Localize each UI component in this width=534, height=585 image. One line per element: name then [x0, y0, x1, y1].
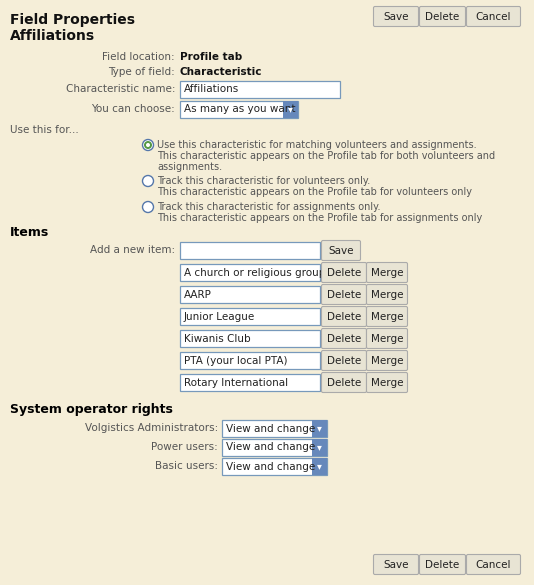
FancyBboxPatch shape — [180, 286, 320, 303]
FancyBboxPatch shape — [180, 308, 320, 325]
FancyBboxPatch shape — [366, 350, 407, 370]
FancyBboxPatch shape — [180, 352, 320, 369]
Text: Cancel: Cancel — [476, 559, 511, 570]
Text: Save: Save — [383, 559, 409, 570]
FancyBboxPatch shape — [283, 101, 298, 118]
Text: Save: Save — [328, 246, 354, 256]
Text: Delete: Delete — [327, 311, 361, 322]
FancyBboxPatch shape — [420, 6, 466, 26]
Text: Delete: Delete — [327, 267, 361, 277]
FancyBboxPatch shape — [366, 284, 407, 305]
Text: Merge: Merge — [371, 311, 403, 322]
Text: Rotary International: Rotary International — [184, 377, 288, 387]
FancyBboxPatch shape — [366, 373, 407, 393]
Text: Affiliations: Affiliations — [10, 29, 95, 43]
FancyBboxPatch shape — [321, 284, 366, 305]
Text: Delete: Delete — [327, 290, 361, 300]
Circle shape — [143, 176, 153, 187]
FancyBboxPatch shape — [321, 373, 366, 393]
Text: You can choose:: You can choose: — [91, 104, 175, 114]
FancyBboxPatch shape — [180, 81, 340, 98]
Text: Field Properties: Field Properties — [10, 13, 135, 27]
Text: Junior League: Junior League — [184, 311, 255, 322]
Text: Affiliations: Affiliations — [184, 84, 239, 95]
Text: Delete: Delete — [426, 12, 460, 22]
Text: Merge: Merge — [371, 377, 403, 387]
FancyBboxPatch shape — [467, 555, 521, 574]
FancyBboxPatch shape — [222, 458, 327, 475]
Text: ▾: ▾ — [317, 442, 322, 453]
Text: Delete: Delete — [327, 333, 361, 343]
FancyBboxPatch shape — [366, 329, 407, 349]
Text: Use this for...: Use this for... — [10, 125, 78, 135]
Text: Delete: Delete — [426, 559, 460, 570]
FancyBboxPatch shape — [222, 420, 327, 437]
Text: Merge: Merge — [371, 267, 403, 277]
FancyBboxPatch shape — [180, 264, 320, 281]
Text: Add a new item:: Add a new item: — [90, 245, 175, 255]
FancyBboxPatch shape — [321, 240, 360, 260]
FancyBboxPatch shape — [366, 307, 407, 326]
Text: Profile tab: Profile tab — [180, 52, 242, 62]
FancyBboxPatch shape — [180, 374, 320, 391]
Text: Items: Items — [10, 225, 49, 239]
Text: System operator rights: System operator rights — [10, 404, 173, 417]
Circle shape — [143, 201, 153, 212]
Text: View and change: View and change — [226, 442, 315, 453]
Text: ▾: ▾ — [317, 462, 322, 472]
FancyBboxPatch shape — [420, 555, 466, 574]
Text: ▾: ▾ — [317, 424, 322, 433]
FancyBboxPatch shape — [180, 101, 298, 118]
Text: Merge: Merge — [371, 356, 403, 366]
Text: Use this characteristic for matching volunteers and assignments.: Use this characteristic for matching vol… — [157, 140, 477, 150]
Text: Delete: Delete — [327, 356, 361, 366]
FancyBboxPatch shape — [373, 6, 419, 26]
Text: Power users:: Power users: — [151, 442, 218, 452]
FancyBboxPatch shape — [321, 329, 366, 349]
FancyBboxPatch shape — [180, 330, 320, 347]
Text: Delete: Delete — [327, 377, 361, 387]
Text: Field location:: Field location: — [103, 52, 175, 62]
Circle shape — [143, 139, 153, 150]
Text: View and change: View and change — [226, 462, 315, 472]
FancyBboxPatch shape — [180, 242, 320, 259]
Text: A church or religious group: A church or religious group — [184, 267, 325, 277]
Text: assignments.: assignments. — [157, 162, 222, 172]
Text: Volgistics Administrators:: Volgistics Administrators: — [85, 423, 218, 433]
Text: Kiwanis Club: Kiwanis Club — [184, 333, 250, 343]
FancyBboxPatch shape — [366, 263, 407, 283]
FancyBboxPatch shape — [467, 6, 521, 26]
FancyBboxPatch shape — [222, 439, 327, 456]
Text: This characteristic appears on the Profile tab for both volunteers and: This characteristic appears on the Profi… — [157, 151, 495, 161]
Text: Cancel: Cancel — [476, 12, 511, 22]
Text: Type of field:: Type of field: — [108, 67, 175, 77]
FancyBboxPatch shape — [312, 420, 327, 437]
Text: This characteristic appears on the Profile tab for volunteers only: This characteristic appears on the Profi… — [157, 187, 472, 197]
Text: Save: Save — [383, 12, 409, 22]
Text: View and change: View and change — [226, 424, 315, 433]
FancyBboxPatch shape — [373, 555, 419, 574]
Text: ▾: ▾ — [288, 105, 293, 115]
Text: This characteristic appears on the Profile tab for assignments only: This characteristic appears on the Profi… — [157, 213, 482, 223]
Circle shape — [146, 143, 150, 147]
Circle shape — [144, 141, 152, 149]
Text: Merge: Merge — [371, 290, 403, 300]
FancyBboxPatch shape — [312, 458, 327, 475]
Text: Merge: Merge — [371, 333, 403, 343]
Text: Characteristic name:: Characteristic name: — [66, 84, 175, 94]
Text: AARP: AARP — [184, 290, 212, 300]
Text: As many as you want: As many as you want — [184, 105, 295, 115]
Text: PTA (your local PTA): PTA (your local PTA) — [184, 356, 287, 366]
FancyBboxPatch shape — [321, 350, 366, 370]
Text: Track this characteristic for assignments only.: Track this characteristic for assignment… — [157, 202, 381, 212]
Text: Track this characteristic for volunteers only.: Track this characteristic for volunteers… — [157, 176, 370, 186]
FancyBboxPatch shape — [321, 263, 366, 283]
FancyBboxPatch shape — [312, 439, 327, 456]
Text: Basic users:: Basic users: — [155, 461, 218, 471]
Text: Characteristic: Characteristic — [180, 67, 263, 77]
FancyBboxPatch shape — [321, 307, 366, 326]
